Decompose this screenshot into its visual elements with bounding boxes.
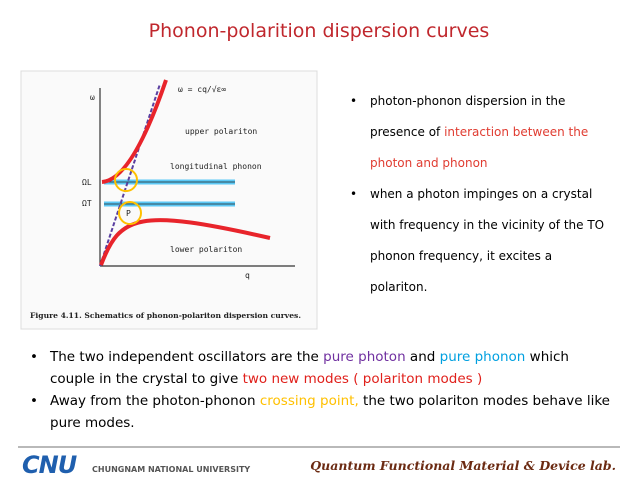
bullet-text: two new modes ( polariton modes )	[242, 371, 483, 387]
point-label: P	[126, 209, 131, 218]
bullet-text: The two independent oscillators are the	[50, 349, 324, 365]
bullet-text: pure phonon	[439, 349, 526, 365]
footer-university: CHUNGNAM NATIONAL UNIVERSITY	[92, 465, 251, 474]
omega-l-label: ΩL	[82, 178, 92, 187]
upper-polariton-curve	[101, 79, 168, 184]
lower-label: lower polariton	[170, 245, 242, 254]
figure-frame	[20, 70, 318, 330]
bullet-text: when a photon impinges on a crystal with…	[370, 187, 605, 294]
longitudinal-label: longitudinal phonon	[170, 162, 262, 171]
bullet-text: Away from the photon-phonon	[50, 393, 260, 409]
bullet-text: the two polariton modes behave like pure…	[50, 393, 610, 431]
upper-label: upper polariton	[185, 127, 257, 136]
bullet: when a photon impinges on a crystal with…	[348, 179, 610, 303]
bullet-text: interaction between the photon and phono…	[370, 125, 589, 170]
footer-lab: Quantum Functional Material & Device lab…	[310, 458, 616, 473]
bullet-text: which couple in the crystal to give	[50, 349, 569, 387]
lower-polariton-curve	[99, 218, 271, 266]
omega-t-label: ΩT	[82, 199, 92, 208]
x-axis-label: q	[245, 271, 250, 280]
bullet-text: photon-phonon dispersion in the presence…	[370, 94, 566, 139]
bullet-text: crossing point,	[259, 393, 359, 409]
bullet: Away from the photon-phonon crossing poi…	[28, 390, 618, 434]
bullet-text: pure photon	[323, 349, 406, 365]
figure: ω ω = cq/√ε∞ upper polariton longitudina…	[20, 70, 318, 330]
figure-caption: Figure 4.11. Schematics of phonon-polari…	[30, 311, 301, 320]
crossing-circle	[118, 201, 142, 225]
bullet-text: and	[405, 349, 440, 365]
crossing-circle	[114, 168, 138, 192]
y-axis-label: ω	[90, 93, 95, 102]
right-bullets: photon-phonon dispersion in the presence…	[348, 86, 610, 303]
formula: ω = cq/√ε∞	[178, 85, 226, 94]
bottom-bullets: The two independent oscillators are the …	[28, 346, 618, 434]
bullet: The two independent oscillators are the …	[28, 346, 618, 390]
photon-line	[99, 83, 161, 267]
slide-title: Phonon-polarition dispersion curves	[148, 20, 490, 42]
footer-logo: CNU	[22, 451, 77, 479]
bullet: photon-phonon dispersion in the presence…	[348, 86, 610, 179]
footer-rule	[18, 446, 620, 448]
